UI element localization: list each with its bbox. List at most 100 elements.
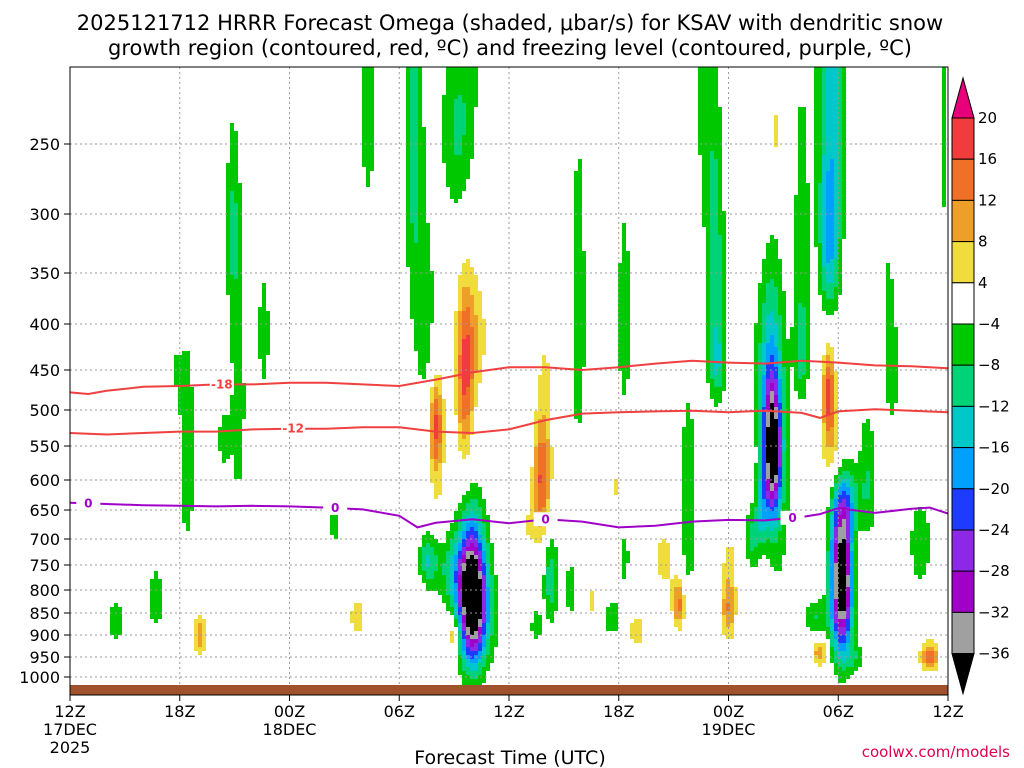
omega-cell <box>766 527 770 531</box>
omega-cell <box>454 539 458 543</box>
omega-cell <box>542 475 546 479</box>
omega-cell <box>770 351 774 355</box>
omega-cell <box>470 659 474 663</box>
omega-cell <box>462 443 466 447</box>
omega-cell <box>458 583 462 587</box>
omega-cell <box>682 539 686 543</box>
omega-cell <box>478 619 482 623</box>
omega-cell <box>426 343 430 347</box>
omega-cell <box>482 679 486 683</box>
omega-cell <box>234 171 238 175</box>
omega-cell <box>438 395 442 399</box>
omega-cell <box>626 359 630 363</box>
omega-cell <box>414 115 418 119</box>
omega-cell <box>418 99 422 103</box>
omega-cell <box>766 535 770 539</box>
omega-cell <box>774 455 778 459</box>
omega-cell <box>202 627 206 631</box>
omega-cell <box>798 119 802 123</box>
omega-cell <box>470 383 474 387</box>
omega-cell <box>186 479 190 483</box>
omega-cell <box>622 259 626 263</box>
omega-cell <box>794 203 798 207</box>
omega-cell <box>618 267 622 271</box>
omega-cell <box>438 487 442 491</box>
omega-cell <box>474 671 478 675</box>
omega-cell <box>798 259 802 263</box>
omega-cell <box>482 327 486 331</box>
omega-cell <box>690 531 694 535</box>
omega-cell <box>622 271 626 275</box>
omega-cell <box>830 347 834 351</box>
omega-cell <box>762 303 766 307</box>
omega-cell <box>238 435 242 439</box>
omega-cell <box>546 563 550 567</box>
omega-cell <box>238 391 242 395</box>
omega-cell <box>430 391 434 395</box>
omega-cell <box>638 619 642 623</box>
omega-cell <box>802 275 806 279</box>
omega-cell <box>806 371 810 375</box>
omega-cell <box>794 383 798 387</box>
omega-cell <box>806 199 810 203</box>
omega-cell <box>718 375 722 379</box>
omega-cell <box>798 267 802 271</box>
omega-cell <box>482 603 486 607</box>
omega-cell <box>710 215 714 219</box>
omega-cell <box>358 619 362 623</box>
omega-cell <box>814 243 818 247</box>
omega-cell <box>710 259 714 263</box>
omega-cell <box>534 475 538 479</box>
omega-cell <box>474 643 478 647</box>
omega-cell <box>798 255 802 259</box>
omega-cell <box>778 483 782 487</box>
omega-cell <box>778 299 782 303</box>
omega-cell <box>234 295 238 299</box>
omega-cell <box>234 347 238 351</box>
omega-cell <box>786 507 790 511</box>
omega-cell <box>186 459 190 463</box>
omega-cell <box>238 355 242 359</box>
omega-cell <box>546 399 550 403</box>
omega-cell <box>470 331 474 335</box>
omega-cell <box>758 391 762 395</box>
omega-cell <box>486 575 490 579</box>
omega-cell <box>786 483 790 487</box>
omega-cell <box>238 395 242 399</box>
omega-cell <box>150 579 154 583</box>
omega-cell <box>458 551 462 555</box>
omega-cell <box>778 395 782 399</box>
omega-cell <box>722 303 726 307</box>
omega-cell <box>710 267 714 271</box>
omega-cell <box>490 635 494 639</box>
omega-cell <box>242 407 246 411</box>
omega-cell <box>722 299 726 303</box>
omega-cell <box>758 555 762 559</box>
omega-cell <box>834 103 838 107</box>
omega-cell <box>818 663 822 667</box>
omega-cell <box>454 391 458 395</box>
omega-cell <box>494 579 498 583</box>
omega-cell <box>430 443 434 447</box>
omega-cell <box>786 375 790 379</box>
omega-cell <box>366 107 370 111</box>
omega-cell <box>710 315 714 319</box>
omega-cell <box>418 551 422 555</box>
omega-cell <box>818 599 822 603</box>
omega-cell <box>494 591 498 595</box>
omega-cell <box>802 235 806 239</box>
omega-cell <box>546 463 550 467</box>
omega-cell <box>578 263 582 267</box>
omega-cell <box>450 599 454 603</box>
omega-cell <box>534 623 538 627</box>
omega-cell <box>446 539 450 543</box>
omega-cell <box>154 607 158 611</box>
omega-cell <box>782 339 786 343</box>
omega-cell <box>462 527 466 531</box>
omega-cell <box>682 527 686 531</box>
omega-cell <box>822 291 826 295</box>
omega-cell <box>622 235 626 239</box>
omega-cell <box>538 531 542 535</box>
omega-cell <box>406 247 410 251</box>
omega-cell <box>582 355 586 359</box>
